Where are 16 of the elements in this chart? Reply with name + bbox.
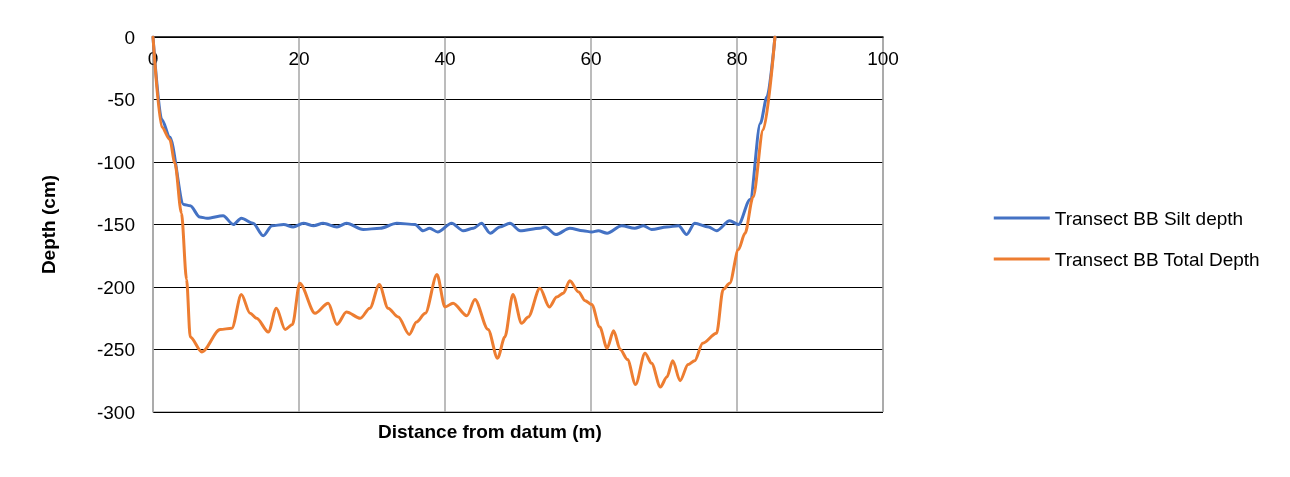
legend-label: Transect BB Total Depth (1054, 248, 1260, 270)
x-tick-label: 40 (434, 48, 456, 69)
y-tick-label: -300 (96, 401, 135, 423)
x-tick-label: 60 (580, 48, 602, 69)
x-tick-label: 100 (867, 48, 899, 69)
y-tick-label: -50 (107, 89, 135, 110)
x-tick-label: 20 (288, 48, 310, 69)
x-tick-label: 80 (726, 48, 748, 69)
legend-label: Transect BB Silt depth (1054, 207, 1244, 229)
y-tick-label: 0 (124, 26, 135, 48)
y-tick-label: -150 (96, 214, 135, 235)
x-axis-title: Distance from datum (m) (378, 421, 602, 442)
y-axis-title: Depth (cm) (38, 174, 59, 275)
y-tick-label: -100 (96, 151, 135, 173)
y-tick-label: -250 (96, 339, 135, 360)
y-tick-label: -200 (96, 276, 135, 298)
